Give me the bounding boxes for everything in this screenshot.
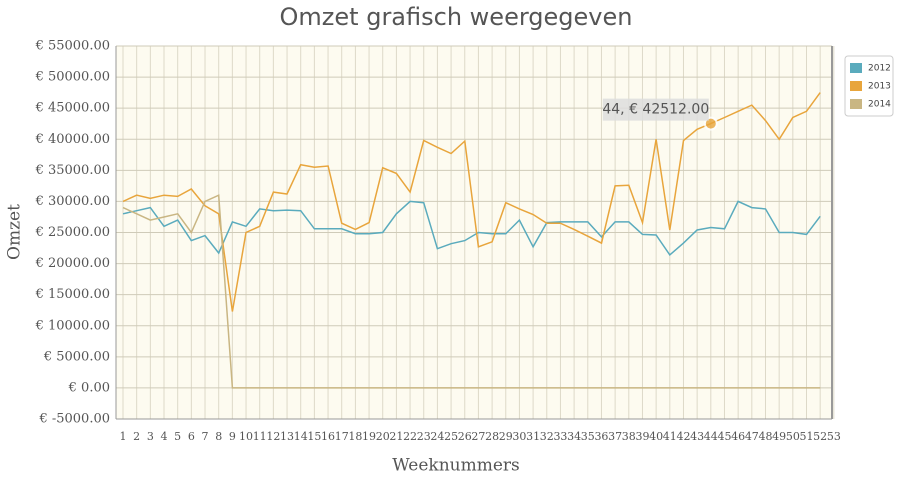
y-tick-label: € 5000.00 bbox=[43, 349, 110, 364]
x-tick-label: 11 bbox=[253, 430, 267, 443]
tooltip-box bbox=[602, 98, 709, 121]
x-tick-label: 26 bbox=[458, 430, 472, 443]
y-tick-label: € 20000.00 bbox=[35, 256, 110, 271]
x-tick-label: 5 bbox=[174, 430, 181, 443]
x-tick-label: 38 bbox=[622, 430, 636, 443]
x-tick-label: 42 bbox=[676, 430, 690, 443]
x-tick-label: 7 bbox=[202, 430, 209, 443]
x-tick-label: 16 bbox=[321, 430, 335, 443]
x-tick-label: 33 bbox=[553, 430, 567, 443]
x-tick-label: 34 bbox=[567, 430, 581, 443]
y-tick-label: € 55000.00 bbox=[35, 39, 110, 54]
series-line bbox=[122, 92, 821, 312]
x-tick-label: 2 bbox=[133, 430, 140, 443]
x-tick-label: 47 bbox=[745, 430, 759, 443]
x-tick-label: 39 bbox=[635, 430, 649, 443]
x-tick-label: 15 bbox=[307, 430, 321, 443]
x-tick-label: 19 bbox=[362, 430, 376, 443]
x-tick-label: 9 bbox=[229, 430, 236, 443]
y-tick-label: € 50000.00 bbox=[35, 70, 110, 85]
legend-swatch bbox=[850, 81, 862, 91]
x-tick-label: 43 bbox=[690, 430, 704, 443]
x-tick-label: 51 bbox=[800, 430, 814, 443]
x-tick-label: 27 bbox=[471, 430, 485, 443]
x-tick-label: 3 bbox=[147, 430, 154, 443]
x-tick-label: 36 bbox=[594, 430, 608, 443]
tooltip-text: 44, € 42512.00 bbox=[602, 102, 709, 118]
x-tick-label: 30 bbox=[512, 430, 526, 443]
legend-swatch bbox=[850, 99, 862, 109]
x-tick-label: 10 bbox=[239, 430, 253, 443]
x-tick-label: 22 bbox=[403, 430, 417, 443]
y-tick-label: € 10000.00 bbox=[35, 318, 110, 333]
x-tick-label: 53 bbox=[827, 430, 841, 443]
x-tick-label: 49 bbox=[772, 430, 786, 443]
x-tick-label: 21 bbox=[389, 430, 403, 443]
x-tick-label: 6 bbox=[188, 430, 195, 443]
chart-title: Omzet grafisch weergegeven bbox=[280, 3, 633, 31]
x-tick-label: 48 bbox=[758, 430, 772, 443]
legend-label: 2012 bbox=[868, 64, 891, 74]
x-tick-label: 52 bbox=[813, 430, 827, 443]
x-tick-label: 44 bbox=[704, 430, 718, 443]
x-tick-label: 13 bbox=[280, 430, 294, 443]
x-tick-label: 37 bbox=[608, 430, 622, 443]
x-tick-label: 40 bbox=[649, 430, 663, 443]
x-tick-label: 4 bbox=[161, 430, 168, 443]
series-line bbox=[122, 200, 821, 257]
series-line bbox=[122, 194, 821, 389]
legend: 2012 2013 2014 bbox=[844, 55, 894, 117]
y-tick-label: € 25000.00 bbox=[35, 225, 110, 240]
x-tick-label: 12 bbox=[266, 430, 280, 443]
y-tick-label: € 0.00 bbox=[68, 380, 110, 395]
y-tick-label: € 40000.00 bbox=[35, 132, 110, 147]
y-tick-label: € -5000.00 bbox=[38, 412, 110, 427]
y-axis-label: Omzet bbox=[5, 204, 25, 260]
legend-swatch bbox=[850, 63, 862, 73]
legend-label: 2013 bbox=[868, 82, 891, 92]
x-tick-label: 28 bbox=[485, 430, 499, 443]
x-tick-label: 32 bbox=[540, 430, 554, 443]
legend-label: 2014 bbox=[868, 100, 891, 110]
x-tick-label: 45 bbox=[717, 430, 731, 443]
x-tick-label: 18 bbox=[348, 430, 362, 443]
x-tick-label: 23 bbox=[417, 430, 431, 443]
x-tick-label: 50 bbox=[786, 430, 800, 443]
x-tick-label: 1 bbox=[120, 430, 127, 443]
x-tick-label: 25 bbox=[444, 430, 458, 443]
x-tick-label: 35 bbox=[581, 430, 595, 443]
x-tick-label: 14 bbox=[294, 430, 308, 443]
x-tick-label: 17 bbox=[335, 430, 349, 443]
x-tick-label: 46 bbox=[731, 430, 745, 443]
x-tick-label: 20 bbox=[376, 430, 390, 443]
x-tick-label: 8 bbox=[215, 430, 222, 443]
x-tick-label: 31 bbox=[526, 430, 540, 443]
x-axis-label: Weeknummers bbox=[392, 456, 520, 476]
y-tick-label: € 30000.00 bbox=[35, 194, 110, 209]
y-tick-label: € 45000.00 bbox=[35, 101, 110, 116]
x-tick-label: 29 bbox=[499, 430, 513, 443]
y-tick-label: € 35000.00 bbox=[35, 163, 110, 178]
x-tick-label: 41 bbox=[663, 430, 677, 443]
y-tick-label: € 15000.00 bbox=[35, 287, 110, 302]
x-tick-label: 24 bbox=[430, 430, 444, 443]
